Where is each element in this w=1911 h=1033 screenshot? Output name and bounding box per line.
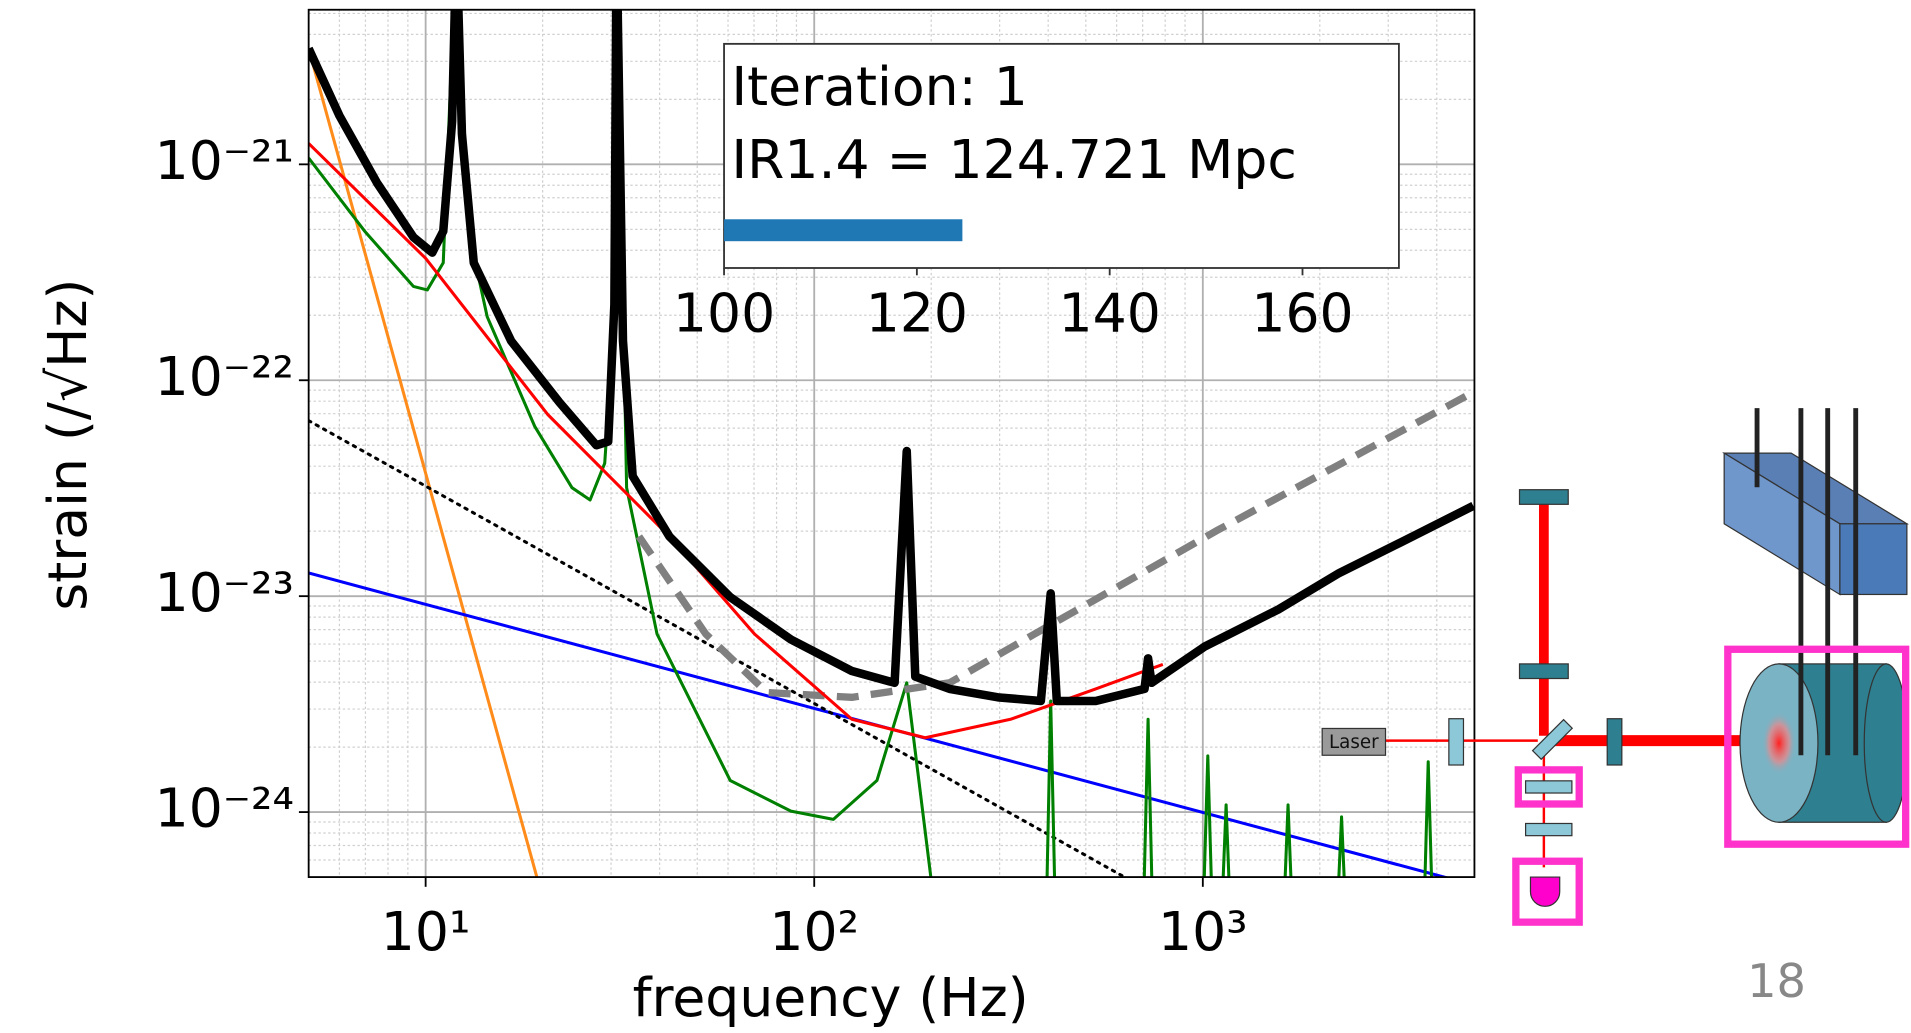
y-tick-label: 10⁻²⁴	[155, 777, 294, 840]
x-tick-label: 160	[1251, 281, 1353, 344]
inset-chart: 100 120 140 160 Iteration: 1 IR1.4 = 124.721 …	[673, 42, 1400, 344]
highlight-box	[1724, 645, 1910, 848]
input-mirror	[1518, 663, 1569, 680]
series-line	[635, 389, 1475, 701]
beam-splitter	[1531, 718, 1574, 761]
x-tick-label: 120	[866, 281, 968, 344]
series-line	[308, 142, 1164, 740]
photodiode	[1529, 876, 1561, 907]
highlight-box	[1514, 766, 1583, 808]
interferometer-diagram: Laser	[1321, 408, 1910, 926]
plot-frame	[307, 8, 1476, 878]
input-mirror	[1606, 718, 1623, 766]
x-tick-label: 10¹	[381, 900, 471, 963]
y-tick-label: 10⁻²¹	[155, 129, 294, 192]
series-line	[308, 48, 539, 878]
inset-title: Iteration: 1	[731, 55, 1027, 118]
laser-label: Laser	[1329, 732, 1379, 753]
suspension-front	[1839, 523, 1908, 596]
y-axis-label: strain (/√Hz)	[36, 279, 99, 611]
x-tick-label: 100	[673, 281, 775, 344]
page-number: 18	[1747, 954, 1806, 1008]
y-tick-label: 10⁻²³	[155, 561, 294, 624]
y-tick-label: 10⁻²²	[155, 345, 294, 408]
x-tick-label: 10²	[769, 900, 859, 963]
test-mass-back	[1863, 663, 1909, 823]
x-axis-label: frequency (Hz)	[633, 966, 1029, 1029]
highlight-box	[1512, 857, 1583, 926]
beam-spot	[1761, 711, 1797, 775]
value-label: IR1.4 = 124.721 Mpc	[731, 128, 1296, 191]
bar	[724, 219, 963, 242]
series-group	[308, 9, 1475, 878]
series-line	[308, 9, 1434, 878]
mirror	[1448, 718, 1465, 766]
lens	[1524, 822, 1573, 837]
end-mirror	[1518, 489, 1569, 505]
x-tick-label: 140	[1059, 281, 1161, 344]
laser-box	[1321, 727, 1387, 756]
x-tick-label: 10³	[1158, 900, 1248, 963]
lens	[1524, 780, 1573, 794]
series-line	[308, 9, 1475, 706]
